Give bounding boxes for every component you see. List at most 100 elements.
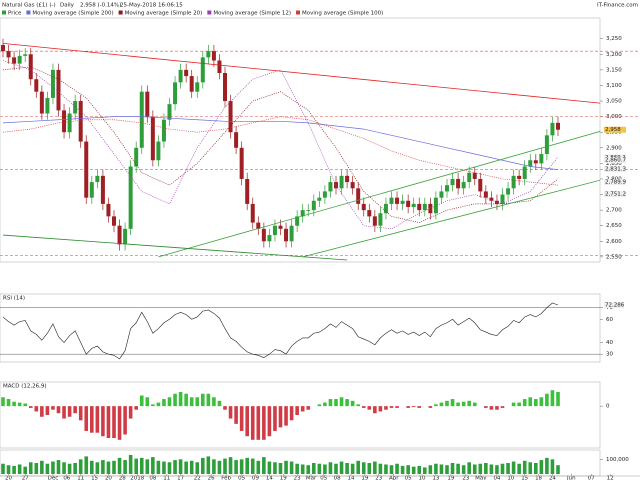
bar xyxy=(12,465,16,474)
candle-body xyxy=(173,82,178,105)
y-tick-label: 70 xyxy=(606,305,613,311)
candle-body xyxy=(272,225,277,236)
candle-body xyxy=(350,182,355,189)
bar xyxy=(378,463,383,474)
candle-body xyxy=(28,54,33,80)
bar xyxy=(206,456,211,474)
bar xyxy=(284,406,288,426)
bar xyxy=(189,460,194,474)
bar xyxy=(467,400,471,407)
y-tick-label: 3,000 xyxy=(606,114,622,120)
bar xyxy=(439,402,444,407)
y-tick-label: 3,250 xyxy=(606,36,622,42)
candle-body xyxy=(411,203,416,208)
bar xyxy=(556,465,560,474)
bar xyxy=(167,462,172,474)
bar xyxy=(367,406,372,410)
bar xyxy=(411,466,416,474)
period: Daily xyxy=(60,3,75,9)
instrument: Natural Gas (£1) (-) xyxy=(2,3,56,9)
x-tick-label: Mar xyxy=(306,476,317,480)
bar xyxy=(128,454,133,474)
candle-body xyxy=(450,178,455,186)
candle-body xyxy=(517,175,522,179)
candle-body xyxy=(539,154,544,164)
bar xyxy=(539,460,544,474)
bar xyxy=(223,458,227,474)
candle-body xyxy=(100,175,105,204)
bar xyxy=(62,406,66,419)
y-tick-label: 3,050 xyxy=(606,99,622,105)
y-tick-label: 100,000 xyxy=(606,457,629,463)
bar xyxy=(256,406,261,440)
bar xyxy=(128,406,133,419)
bar xyxy=(384,406,388,410)
candle-body xyxy=(372,216,377,226)
bar xyxy=(384,464,388,474)
candle-body xyxy=(383,203,388,214)
bar xyxy=(151,404,155,407)
bar xyxy=(101,460,105,474)
candle-body xyxy=(228,101,233,133)
bar xyxy=(1,397,5,407)
bar xyxy=(245,406,249,437)
bar xyxy=(223,406,227,410)
bar xyxy=(323,464,327,474)
bar xyxy=(328,462,333,474)
bar xyxy=(434,463,438,474)
y-tick-label: 2,600 xyxy=(606,239,622,245)
bar xyxy=(156,402,161,407)
legend-entry: Price xyxy=(8,11,22,17)
bar xyxy=(90,406,94,433)
x-tick-label: 2018 xyxy=(130,476,144,480)
bar xyxy=(145,397,150,407)
candle-body xyxy=(345,175,350,183)
bar xyxy=(51,461,55,474)
candle-body xyxy=(278,225,283,229)
bar xyxy=(45,406,50,415)
x-tick-label: 13 xyxy=(432,476,439,480)
candle-body xyxy=(156,141,161,161)
candle-body xyxy=(217,60,222,73)
last-value-box xyxy=(604,301,624,308)
bar xyxy=(545,393,549,407)
candle-body xyxy=(39,91,44,114)
bar xyxy=(228,457,233,474)
bar xyxy=(284,460,288,474)
bar xyxy=(34,463,39,474)
x-tick-label: 10 xyxy=(419,476,426,480)
bar xyxy=(28,406,33,408)
bar xyxy=(361,406,366,408)
bar xyxy=(45,463,50,474)
candle-body xyxy=(367,210,372,217)
bar xyxy=(95,406,100,433)
bar xyxy=(367,463,372,474)
bar xyxy=(511,461,516,474)
bar xyxy=(450,399,455,407)
bar xyxy=(489,464,494,474)
candle-body xyxy=(300,210,305,217)
x-tick-label: 17 xyxy=(177,476,184,480)
bar xyxy=(17,402,22,407)
x-tick-label: 11 xyxy=(163,476,170,480)
candle-body xyxy=(256,222,261,229)
candle-body xyxy=(145,91,150,117)
last-price: 2,958 (-0.14%) xyxy=(80,3,121,9)
candle-body xyxy=(406,200,411,208)
x-tick-label: 24 xyxy=(549,476,556,480)
x-tick-label: 08 xyxy=(149,476,156,480)
bar xyxy=(434,404,438,407)
bar xyxy=(484,463,488,474)
bar xyxy=(195,462,200,474)
legend-entry: Moving average (Simple 200) xyxy=(32,11,113,17)
candle-body xyxy=(378,213,383,226)
x-tick-label: 11 xyxy=(77,476,84,480)
candle-body xyxy=(239,147,244,179)
bar xyxy=(423,467,427,474)
bar xyxy=(273,406,277,431)
x-tick-label: 14 xyxy=(347,476,354,480)
bar xyxy=(106,406,111,439)
trendline xyxy=(2,234,348,261)
candle-body xyxy=(117,225,122,245)
panel-title: MACD (12,26,9) xyxy=(3,384,47,390)
